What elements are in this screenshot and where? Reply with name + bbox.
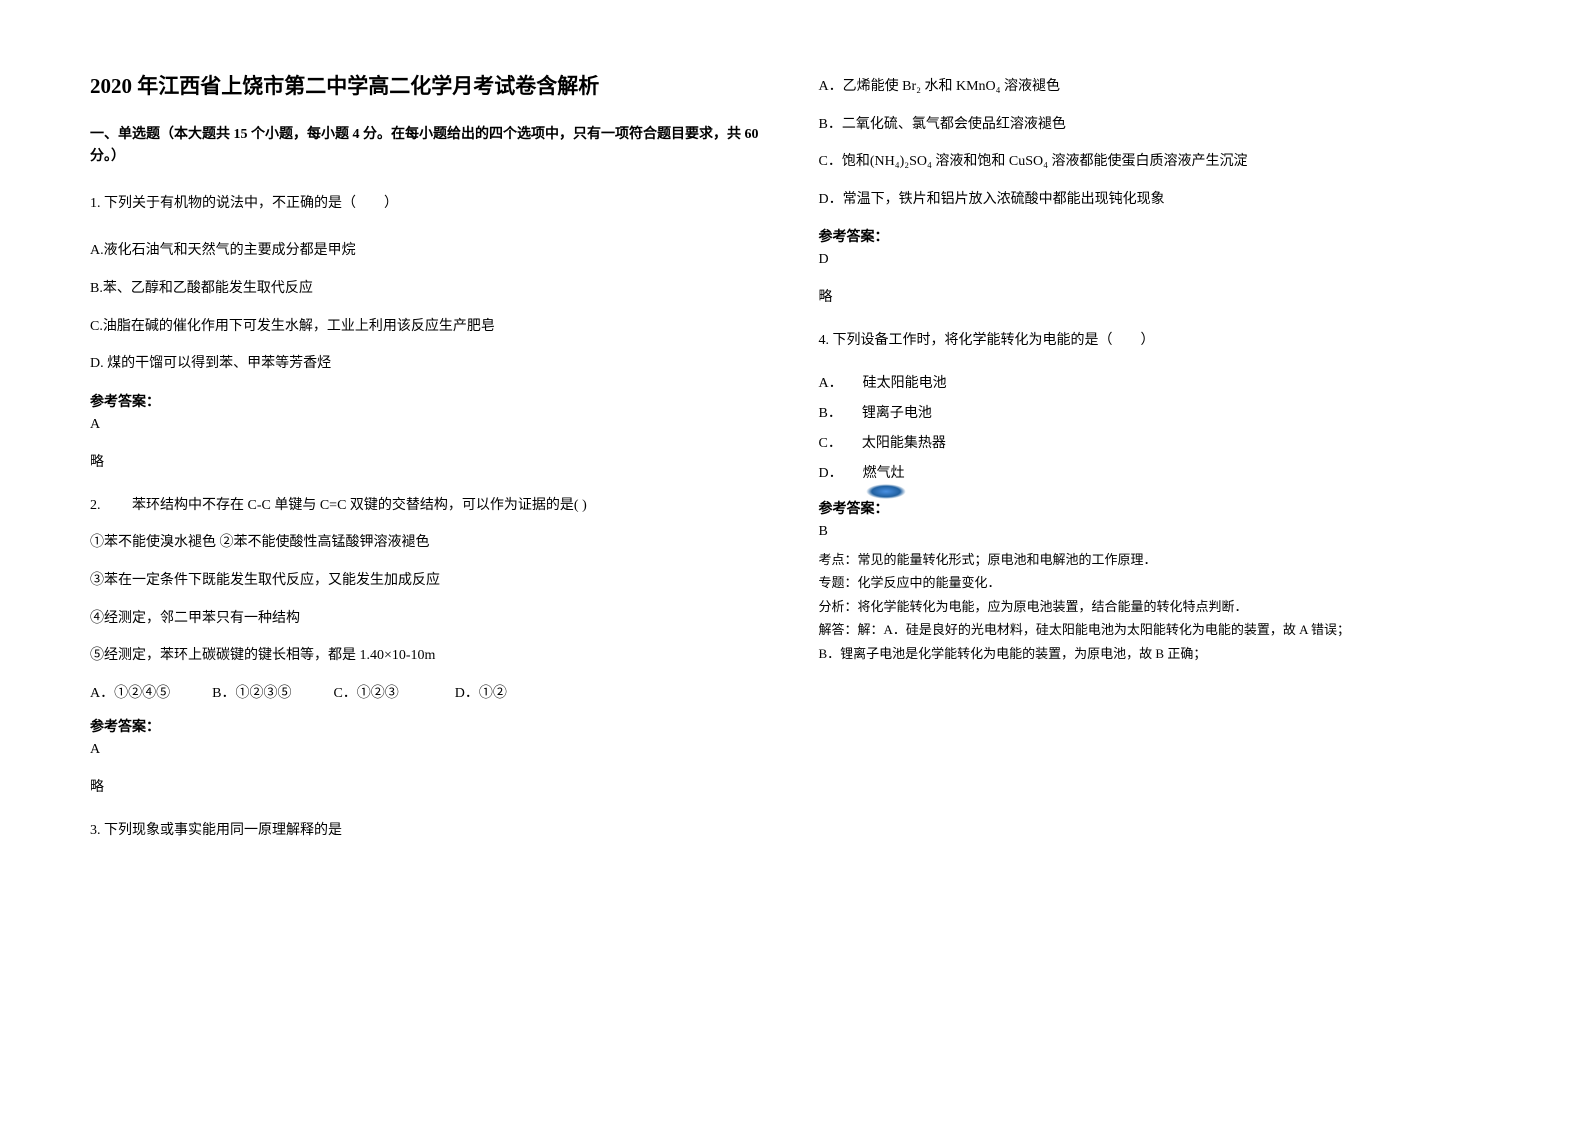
q2-stem: 2. 苯环结构中不存在 C-C 单键与 C=C 双键的交替结构，可以作为证据的是… <box>90 489 769 523</box>
q1-option-c: C.油脂在碱的催化作用下可发生水解，工业上利用该反应生产肥皂 <box>90 310 769 344</box>
q1-answer-label: 参考答案： <box>90 391 769 411</box>
q3-brief: 略 <box>819 286 1498 306</box>
q1-answer: A <box>90 417 769 433</box>
q3-stem: 3. 下列现象或事实能用同一原理解释的是 <box>90 814 769 848</box>
q2-s1: ①苯不能使溴水褪色 ②苯不能使酸性高锰酸钾溶液褪色 <box>90 526 769 560</box>
q3-answer: D <box>819 252 1498 268</box>
left-column: 2020 年江西省上饶市第二中学高二化学月考试卷含解析 一、单选题（本大题共 1… <box>90 70 769 1052</box>
q4-optB-text: 锂离子电池 <box>862 402 932 422</box>
q4-option-c: C． 太阳能集热器 <box>819 432 1498 452</box>
q3-answer-label: 参考答案： <box>819 226 1498 246</box>
q2-answer: A <box>90 742 769 758</box>
q2-options: A．①②④⑤ B．①②③⑤ C．①②③ D．①② <box>90 677 769 711</box>
q4-optC-text: 太阳能集热器 <box>862 432 946 452</box>
q4-optD-text: 燃气灶 <box>863 462 905 482</box>
q4-answer-label: 参考答案： <box>819 498 1498 518</box>
q3-option-c: C．饱和(NH₄)₂SO₄ 溶液和饱和 CuSO₄ 溶液都能使蛋白质溶液产生沉淀 <box>819 145 1498 179</box>
q4-option-a: A． 硅太阳能电池 <box>819 372 1498 392</box>
q4-analysis-5: B．锂离子电池是化学能转化为电能的装置，为原电池，故 B 正确； <box>819 642 1498 665</box>
q1-stem: 1. 下列关于有机物的说法中，不正确的是（ ） <box>90 187 769 221</box>
q4-analysis-2: 专题：化学反应中的能量变化． <box>819 571 1498 594</box>
q1-brief: 略 <box>90 451 769 471</box>
q4-answer: B <box>819 524 1498 540</box>
q4-stem: 4. 下列设备工作时，将化学能转化为电能的是（ ） <box>819 324 1498 358</box>
q2-s4: ⑤经测定，苯环上碳碳键的键长相等，都是 1.40×10-10m <box>90 639 769 673</box>
q4-optD-letter: D． <box>819 462 843 482</box>
q3-option-d: D．常温下，铁片和铝片放入浓硫酸中都能出现钝化现象 <box>819 183 1498 217</box>
q2-s2: ③苯在一定条件下既能发生取代反应，又能发生加成反应 <box>90 564 769 598</box>
q1-option-a: A.液化石油气和天然气的主要成分都是甲烷 <box>90 234 769 268</box>
q4-option-b: B． 锂离子电池 <box>819 402 1498 422</box>
q4-analysis-4: 解答：解：A．硅是良好的光电材料，硅太阳能电池为太阳能转化为电能的装置，故 A … <box>819 618 1498 641</box>
q3-option-b: B．二氧化硫、氯气都会使品红溶液褪色 <box>819 108 1498 142</box>
q3-option-a: A．乙烯能使 Br₂ 水和 KMnO₄ 溶液褪色 <box>819 70 1498 104</box>
q4-option-d: D． 燃气灶 <box>819 462 1498 482</box>
right-column: A．乙烯能使 Br₂ 水和 KMnO₄ 溶液褪色 B．二氧化硫、氯气都会使品红溶… <box>819 70 1498 1052</box>
q4-optC-letter: C． <box>819 432 842 452</box>
q2-s3: ④经测定，邻二甲苯只有一种结构 <box>90 602 769 636</box>
q4-analysis-1: 考点：常见的能量转化形式；原电池和电解池的工作原理． <box>819 548 1498 571</box>
q4-analysis-3: 分析：将化学能转化为电能，应为原电池装置，结合能量的转化特点判断． <box>819 595 1498 618</box>
q1-option-b: B.苯、乙醇和乙酸都能发生取代反应 <box>90 272 769 306</box>
exam-title: 2020 年江西省上饶市第二中学高二化学月考试卷含解析 <box>90 70 769 100</box>
section-header: 一、单选题（本大题共 15 个小题，每小题 4 分。在每小题给出的四个选项中，只… <box>90 124 769 169</box>
q4-optA-text: 硅太阳能电池 <box>863 372 947 392</box>
q4-optB-letter: B． <box>819 402 842 422</box>
q2-answer-label: 参考答案： <box>90 716 769 736</box>
q2-brief: 略 <box>90 776 769 796</box>
q1-option-d: D. 煤的干馏可以得到苯、甲苯等芳香烃 <box>90 347 769 381</box>
q4-optA-letter: A． <box>819 372 843 392</box>
